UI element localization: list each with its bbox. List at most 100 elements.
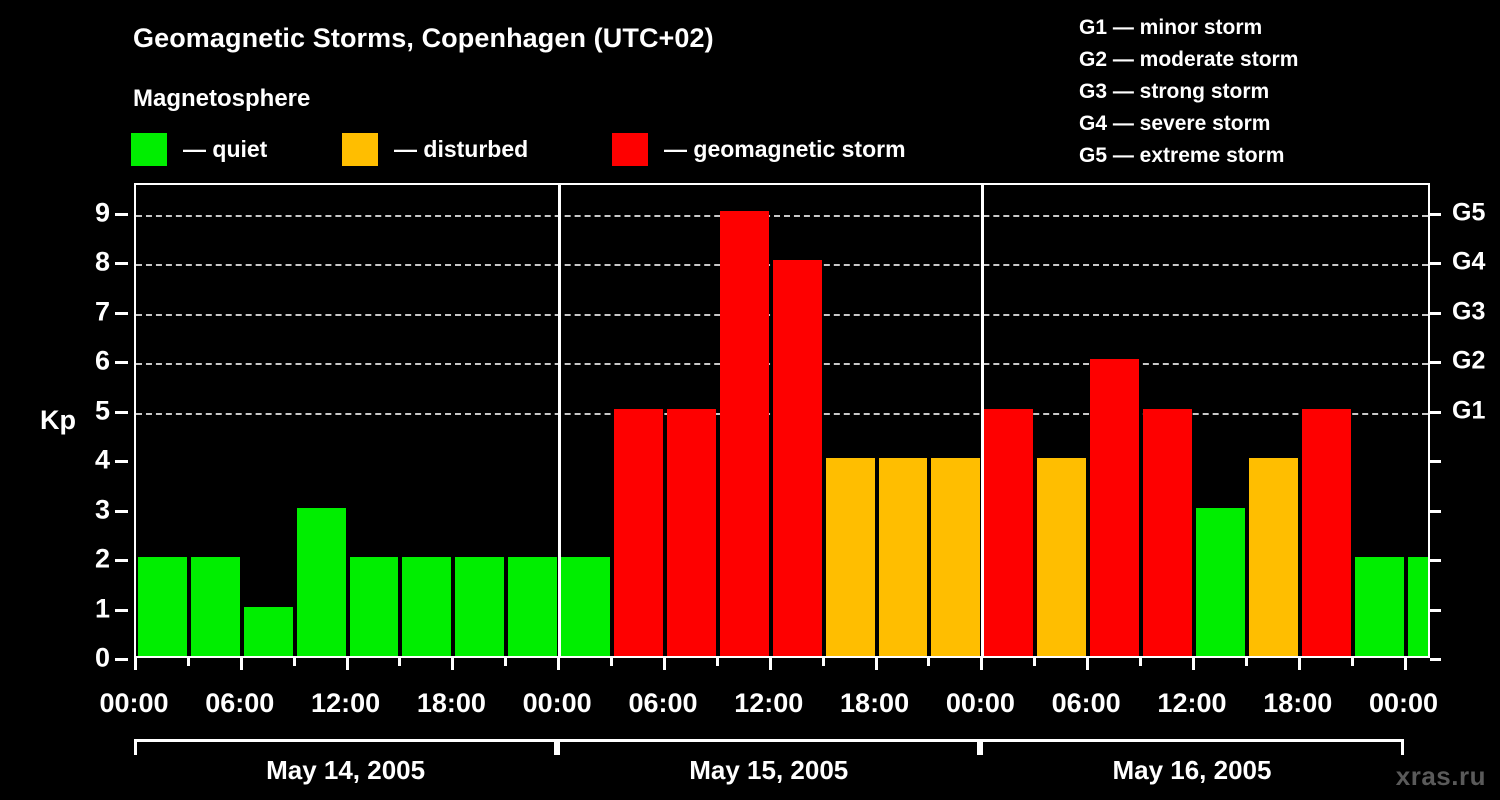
bar-disturbed-kp4 bbox=[931, 458, 981, 656]
g-scale-legend: G1 — minor storm G2 — moderate storm G3 — … bbox=[1079, 12, 1298, 172]
x-tick-mark-h6 bbox=[239, 658, 243, 670]
section-title: Magnetosphere bbox=[133, 85, 311, 112]
bar-storm-kp5 bbox=[614, 408, 663, 656]
y-tick-label-2: 2 bbox=[94, 543, 110, 574]
x-tick-mark-h63 bbox=[1244, 658, 1248, 666]
bar-series bbox=[136, 185, 1428, 656]
bar-quiet-kp2 bbox=[402, 557, 452, 656]
g-axis-labels: G1 G2 G3 G4 G5 bbox=[1430, 183, 1500, 658]
x-tick-label-h6: 06:00 bbox=[205, 688, 275, 718]
x-tick-label-h60: 12:00 bbox=[1157, 688, 1227, 718]
right-tick-mark-1 bbox=[1430, 608, 1441, 612]
right-tick-mark-7 bbox=[1430, 311, 1441, 315]
y-tick-mark-7 bbox=[115, 311, 128, 315]
right-tick-mark-2 bbox=[1430, 559, 1441, 563]
bar-disturbed-kp4 bbox=[1248, 458, 1298, 656]
x-tick-mark-h69 bbox=[1350, 658, 1354, 666]
x-tick-label-h66: 18:00 bbox=[1263, 688, 1333, 718]
x-tick-mark-h54 bbox=[1086, 658, 1090, 670]
bar-disturbed-kp4 bbox=[878, 458, 928, 656]
g-tick-label-g3: G3 bbox=[1452, 297, 1486, 326]
bar-storm-kp5 bbox=[984, 408, 1034, 656]
x-tick-mark-h36 bbox=[768, 658, 772, 670]
watermark: xras.ru bbox=[1395, 761, 1486, 791]
legend-swatch-disturbed bbox=[342, 133, 378, 166]
x-tick-mark-h33 bbox=[715, 658, 719, 666]
y-tick-label-1: 1 bbox=[94, 593, 110, 624]
bar-quiet-kp2 bbox=[1354, 557, 1404, 656]
bar-storm-kp5 bbox=[1143, 408, 1192, 656]
y-tick-mark-6 bbox=[115, 361, 128, 365]
x-tick-label-h72: 00:00 bbox=[1369, 688, 1439, 718]
g-legend-row-g3: G3 — strong storm bbox=[1079, 80, 1270, 103]
bar-storm-kp5 bbox=[1301, 408, 1351, 656]
bar-quiet-kp1 bbox=[243, 606, 293, 656]
x-tick-mark-h39 bbox=[821, 658, 825, 666]
x-tick-mark-h57 bbox=[1139, 658, 1143, 666]
g-tick-label-g5: G5 bbox=[1452, 198, 1486, 227]
x-tick-mark-h30 bbox=[662, 658, 666, 670]
x-tick-mark-h21 bbox=[504, 658, 508, 666]
x-tick-label-h12: 12:00 bbox=[311, 688, 381, 718]
y-tick-mark-0 bbox=[115, 658, 128, 661]
chart-plot-area bbox=[134, 183, 1430, 658]
y-tick-label-9: 9 bbox=[94, 197, 110, 228]
y-tick-label-7: 7 bbox=[94, 296, 110, 327]
right-tick-mark-8 bbox=[1430, 262, 1441, 266]
y-tick-mark-2 bbox=[115, 559, 128, 563]
x-tick-mark-h60 bbox=[1191, 658, 1195, 670]
x-tick-label-h42: 18:00 bbox=[840, 688, 910, 718]
bar-quiet-kp2 bbox=[508, 557, 558, 656]
y-tick-mark-4 bbox=[115, 460, 128, 464]
day-label: May 16, 2005 bbox=[1112, 755, 1272, 785]
day-label: May 14, 2005 bbox=[266, 755, 426, 785]
right-tick-mark-9 bbox=[1430, 212, 1441, 216]
y-axis-title: Kp bbox=[40, 405, 76, 435]
bar-storm-kp6 bbox=[1090, 359, 1140, 656]
bar-disturbed-kp4 bbox=[825, 458, 875, 656]
x-tick-mark-h66 bbox=[1297, 658, 1301, 670]
day-separator bbox=[558, 185, 562, 656]
x-tick-mark-h48 bbox=[980, 658, 984, 670]
day-separator bbox=[981, 185, 985, 656]
g-tick-label-g1: G1 bbox=[1452, 396, 1486, 425]
legend-item-quiet: — quiet bbox=[131, 133, 267, 166]
g-legend-row-g4: G4 — severe storm bbox=[1079, 112, 1271, 135]
g-legend-row-g2: G2 — moderate storm bbox=[1079, 48, 1299, 71]
x-tick-mark-h42 bbox=[874, 658, 878, 670]
x-tick-label-h0: 00:00 bbox=[99, 688, 169, 718]
x-tick-label-h48: 00:00 bbox=[945, 688, 1015, 718]
x-tick-mark-h0 bbox=[134, 658, 137, 670]
x-tick-label-h54: 06:00 bbox=[1051, 688, 1121, 718]
bar-storm-kp8 bbox=[772, 260, 822, 656]
x-tick-label-h24: 00:00 bbox=[522, 688, 592, 718]
x-tick-mark-h9 bbox=[292, 658, 296, 666]
bar-quiet-kp3 bbox=[1195, 507, 1245, 656]
g-tick-label-g2: G2 bbox=[1452, 346, 1486, 375]
gridline-kp-9 bbox=[136, 214, 1428, 217]
right-tick-mark-5 bbox=[1430, 410, 1441, 414]
day-bracket bbox=[557, 739, 981, 755]
bar-quiet-kp2 bbox=[138, 557, 187, 656]
y-axis-labels: 0 1 2 3 4 5 6 7 8 9 bbox=[0, 183, 134, 673]
y-tick-label-5: 5 bbox=[94, 395, 110, 426]
page-title: Geomagnetic Storms, Copenhagen (UTC+02) bbox=[133, 23, 714, 53]
x-tick-label-h18: 18:00 bbox=[416, 688, 486, 718]
legend-item-disturbed: — disturbed bbox=[342, 133, 528, 166]
bar-quiet-kp2 bbox=[561, 557, 611, 656]
legend-swatch-quiet bbox=[131, 133, 167, 166]
x-axis-labels: 00:00 06:00 12:00 18:00 00:00 06:00 12:00 18:00… bbox=[0, 688, 1500, 724]
y-tick-mark-1 bbox=[115, 608, 128, 612]
x-tick-mark-h51 bbox=[1033, 658, 1037, 666]
day-bracket bbox=[134, 739, 558, 755]
bar-storm-kp5 bbox=[666, 408, 716, 656]
legend-label-disturbed: — disturbed bbox=[394, 136, 529, 162]
bar-quiet-kp2 bbox=[349, 557, 399, 656]
x-tick-mark-h72 bbox=[1403, 658, 1407, 670]
g-legend-row-g1: G1 — minor storm bbox=[1079, 16, 1263, 39]
right-tick-mark-4 bbox=[1430, 460, 1441, 464]
y-tick-label-4: 4 bbox=[94, 444, 110, 475]
legend-label-quiet: — quiet bbox=[183, 136, 268, 162]
x-tick-mark-h45 bbox=[927, 658, 931, 666]
g-tick-label-g4: G4 bbox=[1452, 247, 1486, 276]
